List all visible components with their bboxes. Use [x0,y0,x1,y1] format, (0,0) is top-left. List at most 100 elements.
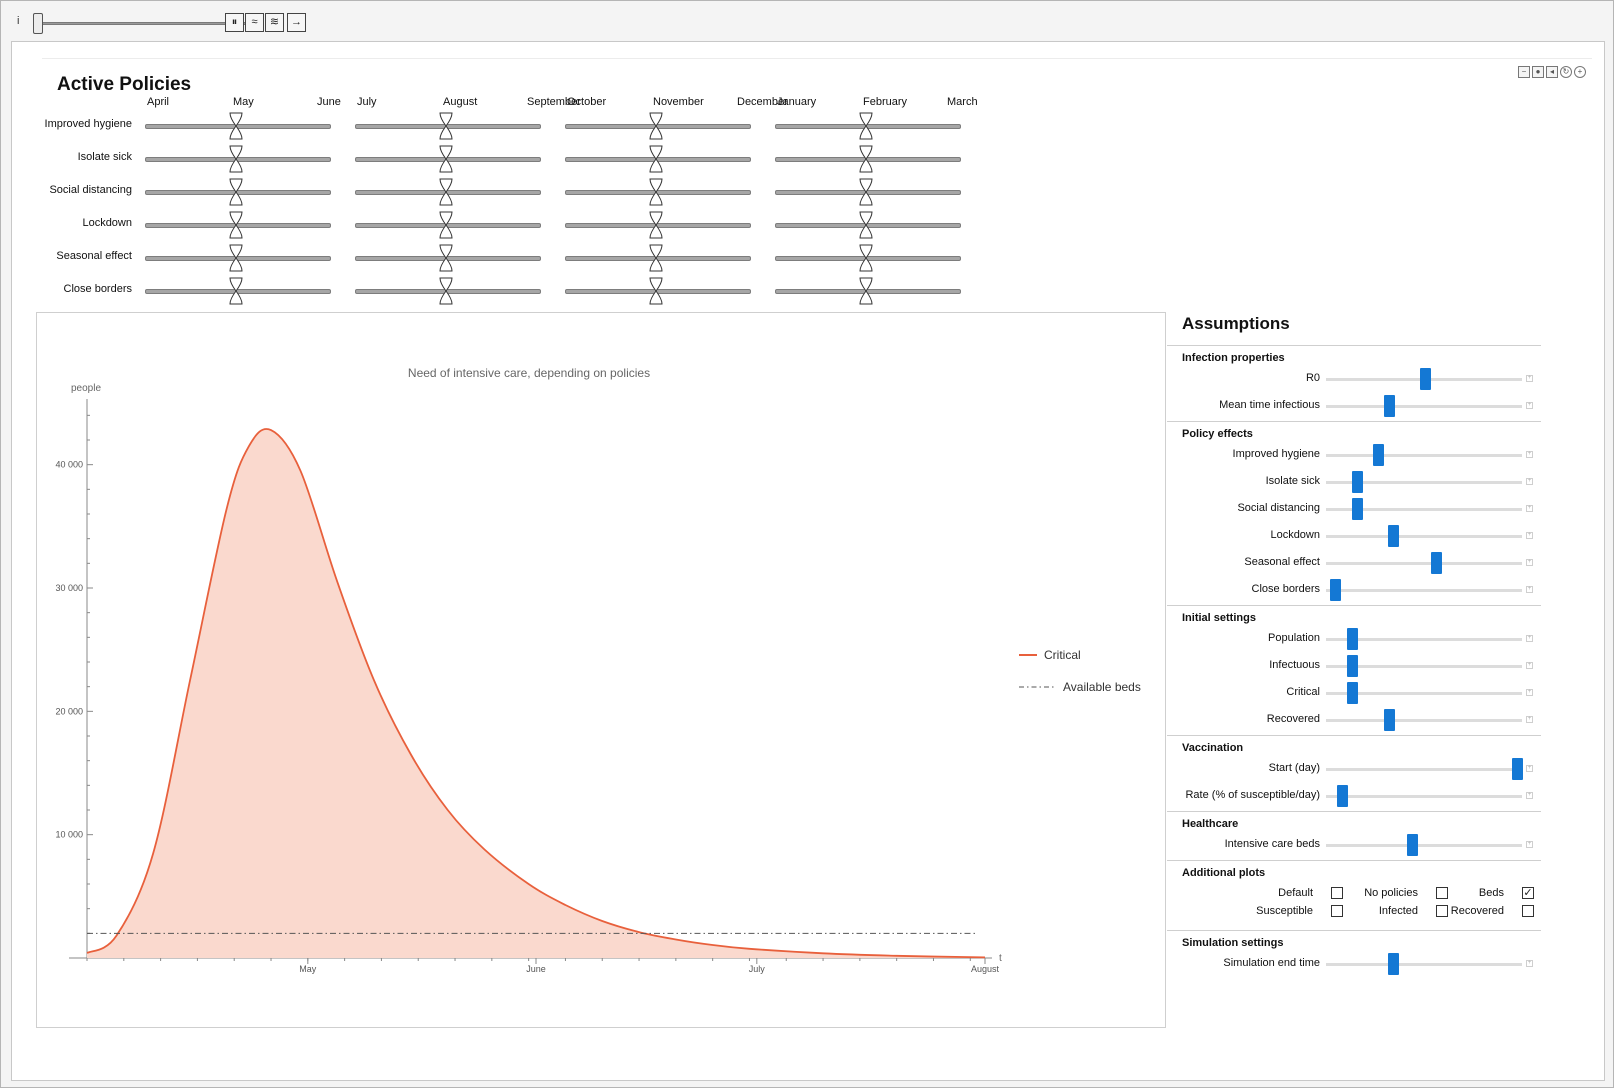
reset-icon[interactable]: ↻ [1560,66,1572,78]
slider-expand-icon[interactable]: + [1526,505,1533,512]
checkbox-recovered[interactable] [1522,905,1534,917]
slider-track[interactable] [1326,963,1522,966]
month-label: June [317,96,341,108]
section-title: Infection properties [1182,352,1285,364]
interval-handle-icon[interactable] [649,211,663,239]
slider-expand-icon[interactable]: + [1526,841,1533,848]
interval-handle-icon[interactable] [229,211,243,239]
interval-handle-icon[interactable] [649,145,663,173]
slider-expand-icon[interactable]: + [1526,402,1533,409]
slider-label: Close borders [1251,583,1320,595]
interval-handle-icon[interactable] [649,244,663,272]
slider-expand-icon[interactable]: + [1526,765,1533,772]
slider-track[interactable] [1326,454,1522,457]
interval-handle-icon[interactable] [439,277,453,305]
slider-thumb[interactable] [1431,552,1443,574]
animation-slider-thumb[interactable] [33,13,43,34]
slider-track[interactable] [1326,562,1522,565]
month-label: February [863,96,908,108]
faster-button[interactable]: ≈ [245,13,264,32]
slider-expand-icon[interactable]: + [1526,792,1533,799]
slider-expand-icon[interactable]: + [1526,559,1533,566]
slider-thumb[interactable] [1384,395,1396,417]
slider-track[interactable] [1326,508,1522,511]
slider-track[interactable] [1326,719,1522,722]
interval-handle-icon[interactable] [859,178,873,206]
slider-expand-icon[interactable]: + [1526,960,1533,967]
slider-label: Isolate sick [1265,475,1320,487]
checkbox-default[interactable] [1331,887,1343,899]
slider-label: Infectuous [1269,659,1320,671]
interval-handle-icon[interactable] [859,112,873,140]
slider-thumb[interactable] [1352,471,1364,493]
slider-thumb[interactable] [1373,444,1384,466]
slider-thumb[interactable] [1346,682,1358,704]
slider-expand-icon[interactable]: + [1526,586,1533,593]
slider-thumb[interactable] [1352,498,1364,520]
checkbox-susceptible[interactable] [1331,905,1343,917]
slider-thumb[interactable] [1512,758,1524,780]
chevrons-down-icon: ≋ [269,16,280,28]
interval-handle-icon[interactable] [229,244,243,272]
checkbox-no-policies[interactable] [1436,887,1448,899]
slider-thumb[interactable] [1329,579,1341,601]
slider-expand-icon[interactable]: + [1526,689,1533,696]
interval-handle-icon[interactable] [439,244,453,272]
checkbox-infected[interactable] [1436,905,1448,917]
step-back-icon[interactable]: ◂ [1546,66,1558,78]
record-icon[interactable]: ● [1532,66,1544,78]
slider-thumb[interactable] [1420,368,1431,390]
slider-track[interactable] [1326,692,1522,695]
animation-slider-track[interactable] [35,22,247,25]
slider-thumb[interactable] [1388,525,1400,547]
checkbox-beds[interactable]: ✓ [1522,887,1534,899]
pause-button[interactable]: ⏸ [225,13,244,32]
slider-expand-icon[interactable]: + [1526,635,1533,642]
slider-track[interactable] [1326,638,1522,641]
slower-button[interactable]: ≋ [265,13,284,32]
minus-icon[interactable]: − [1518,66,1530,78]
interval-handle-icon[interactable] [649,112,663,140]
arrow-right-icon: → [291,16,302,28]
interval-handle-icon[interactable] [649,277,663,305]
policy-label: Improved hygiene [44,118,132,130]
slider-track[interactable] [1326,795,1522,798]
interval-handle-icon[interactable] [859,211,873,239]
interval-handle-icon[interactable] [229,277,243,305]
slider-expand-icon[interactable]: + [1526,532,1533,539]
direction-button[interactable]: → [287,13,306,32]
slider-thumb[interactable] [1388,953,1400,975]
interval-handle-icon[interactable] [439,145,453,173]
slider-thumb[interactable] [1337,785,1349,807]
slider-expand-icon[interactable]: + [1526,716,1533,723]
interval-handle-icon[interactable] [439,178,453,206]
slider-thumb[interactable] [1384,709,1396,731]
slider-track[interactable] [1326,665,1522,668]
window-controls: − ● ◂ ↻ + [1516,66,1586,80]
interval-handle-icon[interactable] [229,145,243,173]
slider-track[interactable] [1326,589,1522,592]
interval-handle-icon[interactable] [859,277,873,305]
plus-icon[interactable]: + [1574,66,1586,78]
slider-expand-icon[interactable]: + [1526,478,1533,485]
divider [42,58,1592,59]
interval-handle-icon[interactable] [229,178,243,206]
slider-track[interactable] [1326,535,1522,538]
slider-thumb[interactable] [1406,834,1418,856]
interval-handle-icon[interactable] [439,211,453,239]
slider-track[interactable] [1326,405,1522,408]
interval-handle-icon[interactable] [649,178,663,206]
slider-track[interactable] [1326,768,1522,771]
slider-expand-icon[interactable]: + [1526,662,1533,669]
slider-expand-icon[interactable]: + [1526,375,1533,382]
interval-handle-icon[interactable] [229,112,243,140]
policy-label: Social distancing [49,184,132,196]
slider-expand-icon[interactable]: + [1526,451,1533,458]
slider-track[interactable] [1326,481,1522,484]
slider-thumb[interactable] [1346,628,1358,650]
slider-track[interactable] [1326,844,1522,847]
interval-handle-icon[interactable] [859,145,873,173]
interval-handle-icon[interactable] [859,244,873,272]
slider-thumb[interactable] [1346,655,1358,677]
interval-handle-icon[interactable] [439,112,453,140]
